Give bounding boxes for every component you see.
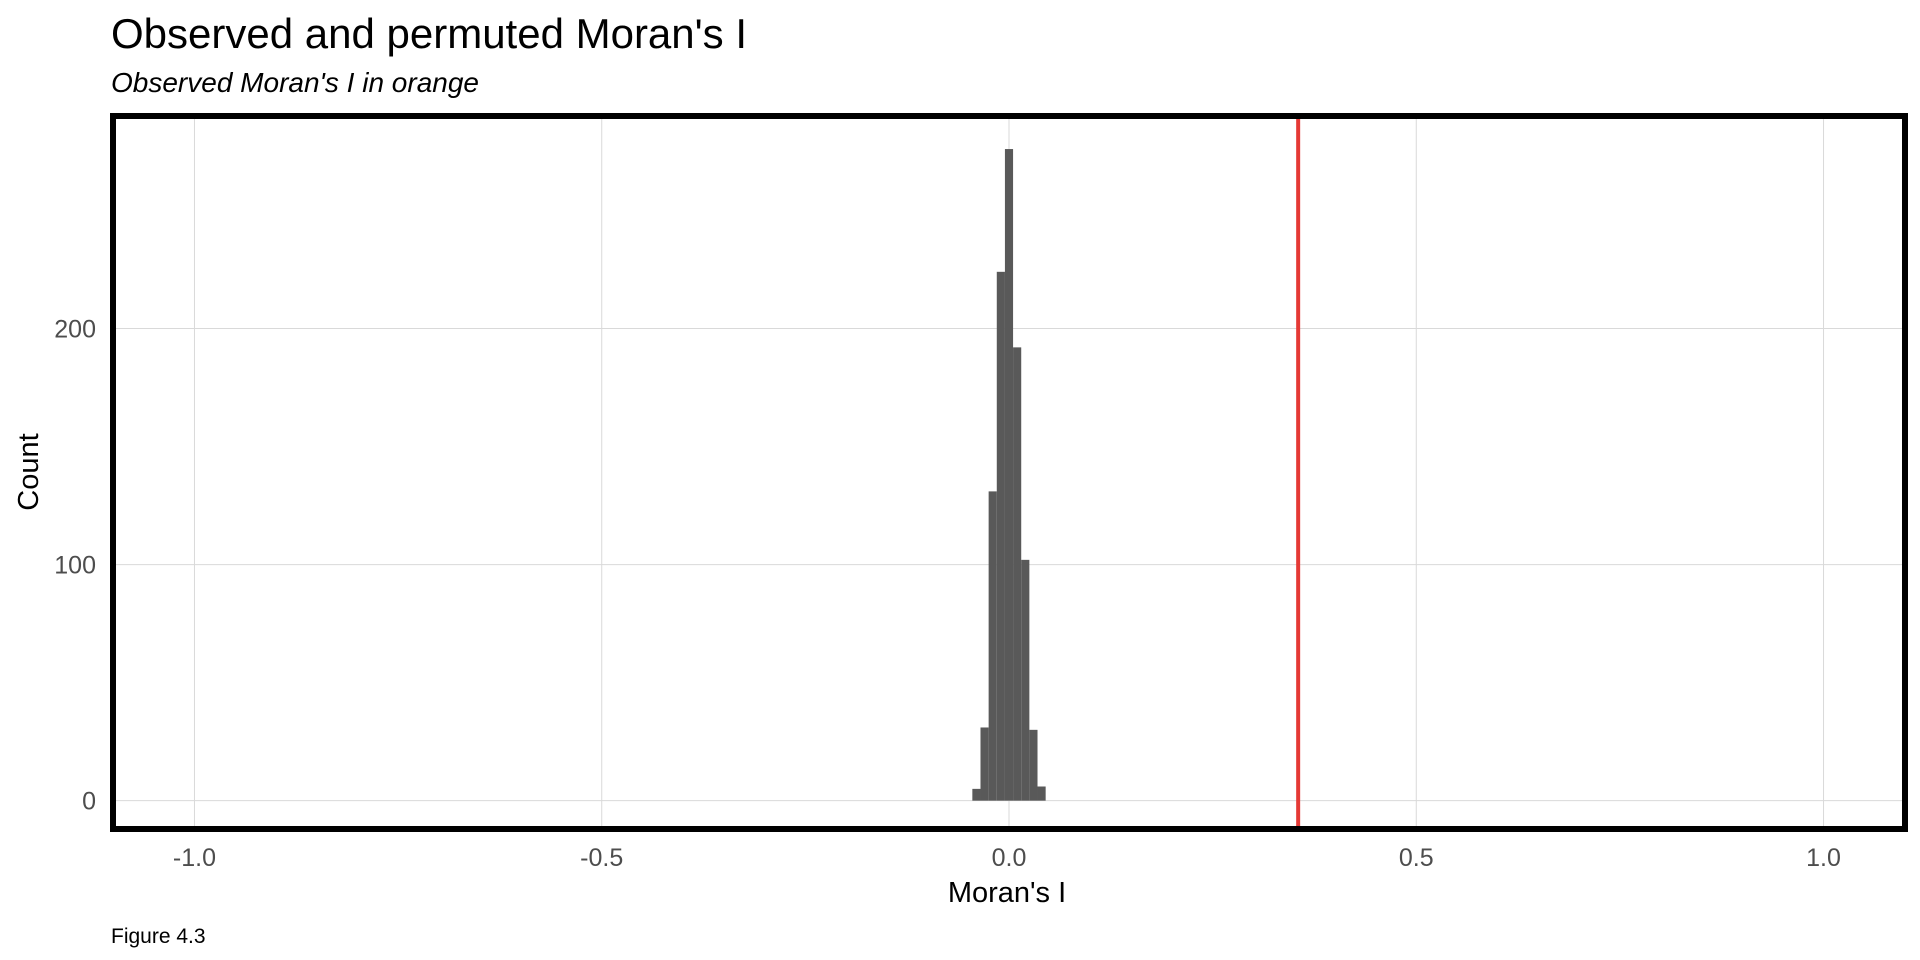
x-tick-label: 0.5 [1399,844,1434,872]
histogram-bar [1029,729,1038,801]
histogram-bar [972,788,981,801]
y-tick-labels: 0 100 200 [54,315,96,815]
histogram-bar [1037,786,1046,801]
histogram-bar [1013,347,1022,801]
x-tick-labels: -1.0 -0.5 0.0 0.5 1.0 [173,844,1841,872]
x-tick-label: -0.5 [580,844,623,872]
chart-title: Observed and permuted Moran's I [111,10,748,57]
histogram-bar [1004,149,1014,801]
figure-caption: Figure 4.3 [111,925,206,948]
y-tick-label: 200 [54,315,96,343]
histogram-bar [996,271,1005,801]
x-axis-label: Moran's I [948,877,1066,909]
histogram-bar [988,491,997,801]
y-tick-label: 0 [82,788,96,816]
histogram-bar [1021,559,1030,801]
y-axis-label: Count [13,433,45,510]
histogram-bars [972,149,1046,801]
x-tick-label: -1.0 [173,844,216,872]
panel-border [110,113,1908,832]
chart-subtitle: Observed Moran's I in orange [111,67,479,98]
histogram-bar [980,727,989,801]
y-tick-label: 100 [54,552,96,580]
x-tick-label: 0.0 [992,844,1027,872]
x-tick-label: 1.0 [1806,844,1841,872]
